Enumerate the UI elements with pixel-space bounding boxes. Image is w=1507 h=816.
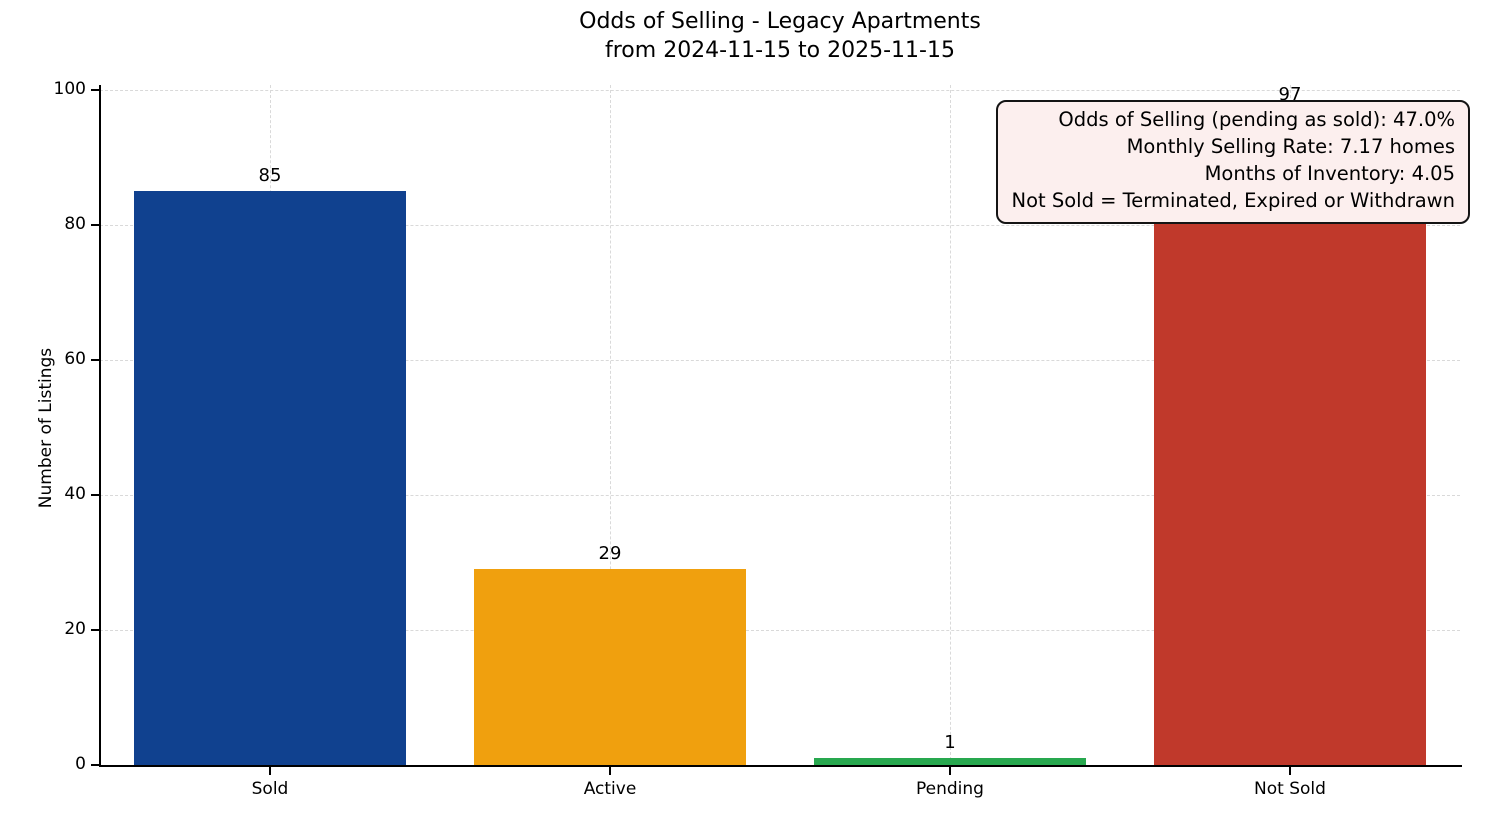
x-tick-label: Not Sold [1254, 779, 1326, 799]
annotation-line-odds: Odds of Selling (pending as sold): 47.0% [1058, 108, 1455, 131]
x-tick-label: Sold [251, 779, 289, 799]
y-tick-mark [91, 764, 99, 766]
y-tick-mark [91, 493, 99, 496]
y-tick-mark [91, 223, 99, 226]
gridline-horizontal [100, 89, 1460, 91]
x-axis-spine [99, 765, 1462, 767]
annotation-line-rate: Monthly Selling Rate: 7.17 homes [1126, 134, 1455, 158]
gridline-horizontal [100, 629, 1460, 631]
chart-title-block: Odds of Selling - Legacy Apartments from… [100, 8, 1460, 65]
x-tick-mark [1289, 767, 1291, 775]
y-tick-mark [91, 628, 99, 631]
x-tick-mark [269, 767, 271, 775]
gridline-vertical [950, 85, 951, 765]
x-tick-mark [609, 767, 611, 775]
y-tick-label: 80 [64, 213, 86, 234]
bar-value-label: 85 [258, 165, 282, 187]
bar-pending [814, 758, 1086, 765]
x-tick-mark [949, 767, 951, 775]
bar-sold [134, 191, 406, 765]
gridline-vertical [610, 85, 611, 765]
annotation-line-inventory: Months of Inventory: 4.05 [1204, 161, 1455, 185]
y-tick-label: 60 [64, 348, 86, 369]
y-tick-label: 20 [64, 618, 86, 639]
y-tick-label: 0 [75, 754, 86, 774]
y-tick-mark [91, 88, 99, 91]
y-tick-mark [91, 358, 99, 361]
gridline-horizontal [100, 494, 1460, 496]
gridline-horizontal [100, 359, 1460, 361]
y-tick-label: 100 [53, 78, 86, 99]
bar-value-label: 1 [944, 732, 956, 754]
annotation-line-notsold-def: Not Sold = Terminated, Expired or Withdr… [1011, 188, 1455, 212]
y-axis-spine [99, 85, 101, 766]
bar-value-label: 97 [1278, 84, 1302, 105]
x-tick-label: Pending [916, 779, 984, 799]
bar-active [474, 569, 746, 765]
chart-title: Odds of Selling - Legacy Apartments [579, 9, 981, 34]
y-tick-label: 40 [64, 483, 86, 504]
bar-value-label: 29 [598, 543, 622, 565]
x-tick-label: Active [583, 779, 637, 799]
chart-subtitle: from 2024-11-15 to 2025-11-15 [605, 37, 955, 63]
gridline-horizontal [100, 224, 1460, 226]
annotation-box: Odds of Selling (pending as sold): 47.0%… [996, 100, 1470, 224]
